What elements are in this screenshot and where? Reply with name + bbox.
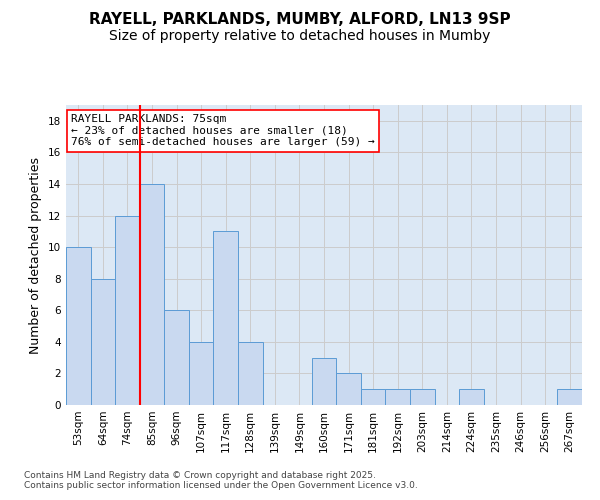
Bar (214, 232, 238, 405)
Y-axis label: Number of detached properties: Number of detached properties (29, 156, 43, 354)
Bar (238, 342, 263, 405)
Bar (164, 310, 189, 405)
Bar (66, 247, 91, 405)
Bar (336, 374, 361, 405)
Text: RAYELL, PARKLANDS, MUMBY, ALFORD, LN13 9SP: RAYELL, PARKLANDS, MUMBY, ALFORD, LN13 9… (89, 12, 511, 28)
Text: RAYELL PARKLANDS: 75sqm
← 23% of detached houses are smaller (18)
76% of semi-de: RAYELL PARKLANDS: 75sqm ← 23% of detache… (71, 114, 375, 147)
Bar (189, 342, 214, 405)
Bar (385, 389, 410, 405)
Bar (361, 389, 385, 405)
Text: Size of property relative to detached houses in Mumby: Size of property relative to detached ho… (109, 29, 491, 43)
Bar (140, 184, 164, 405)
Bar (115, 216, 140, 405)
Bar (312, 358, 336, 405)
Bar (91, 278, 115, 405)
Text: Contains HM Land Registry data © Crown copyright and database right 2025.
Contai: Contains HM Land Registry data © Crown c… (24, 470, 418, 490)
Bar (459, 389, 484, 405)
Bar (410, 389, 434, 405)
Bar (557, 389, 582, 405)
